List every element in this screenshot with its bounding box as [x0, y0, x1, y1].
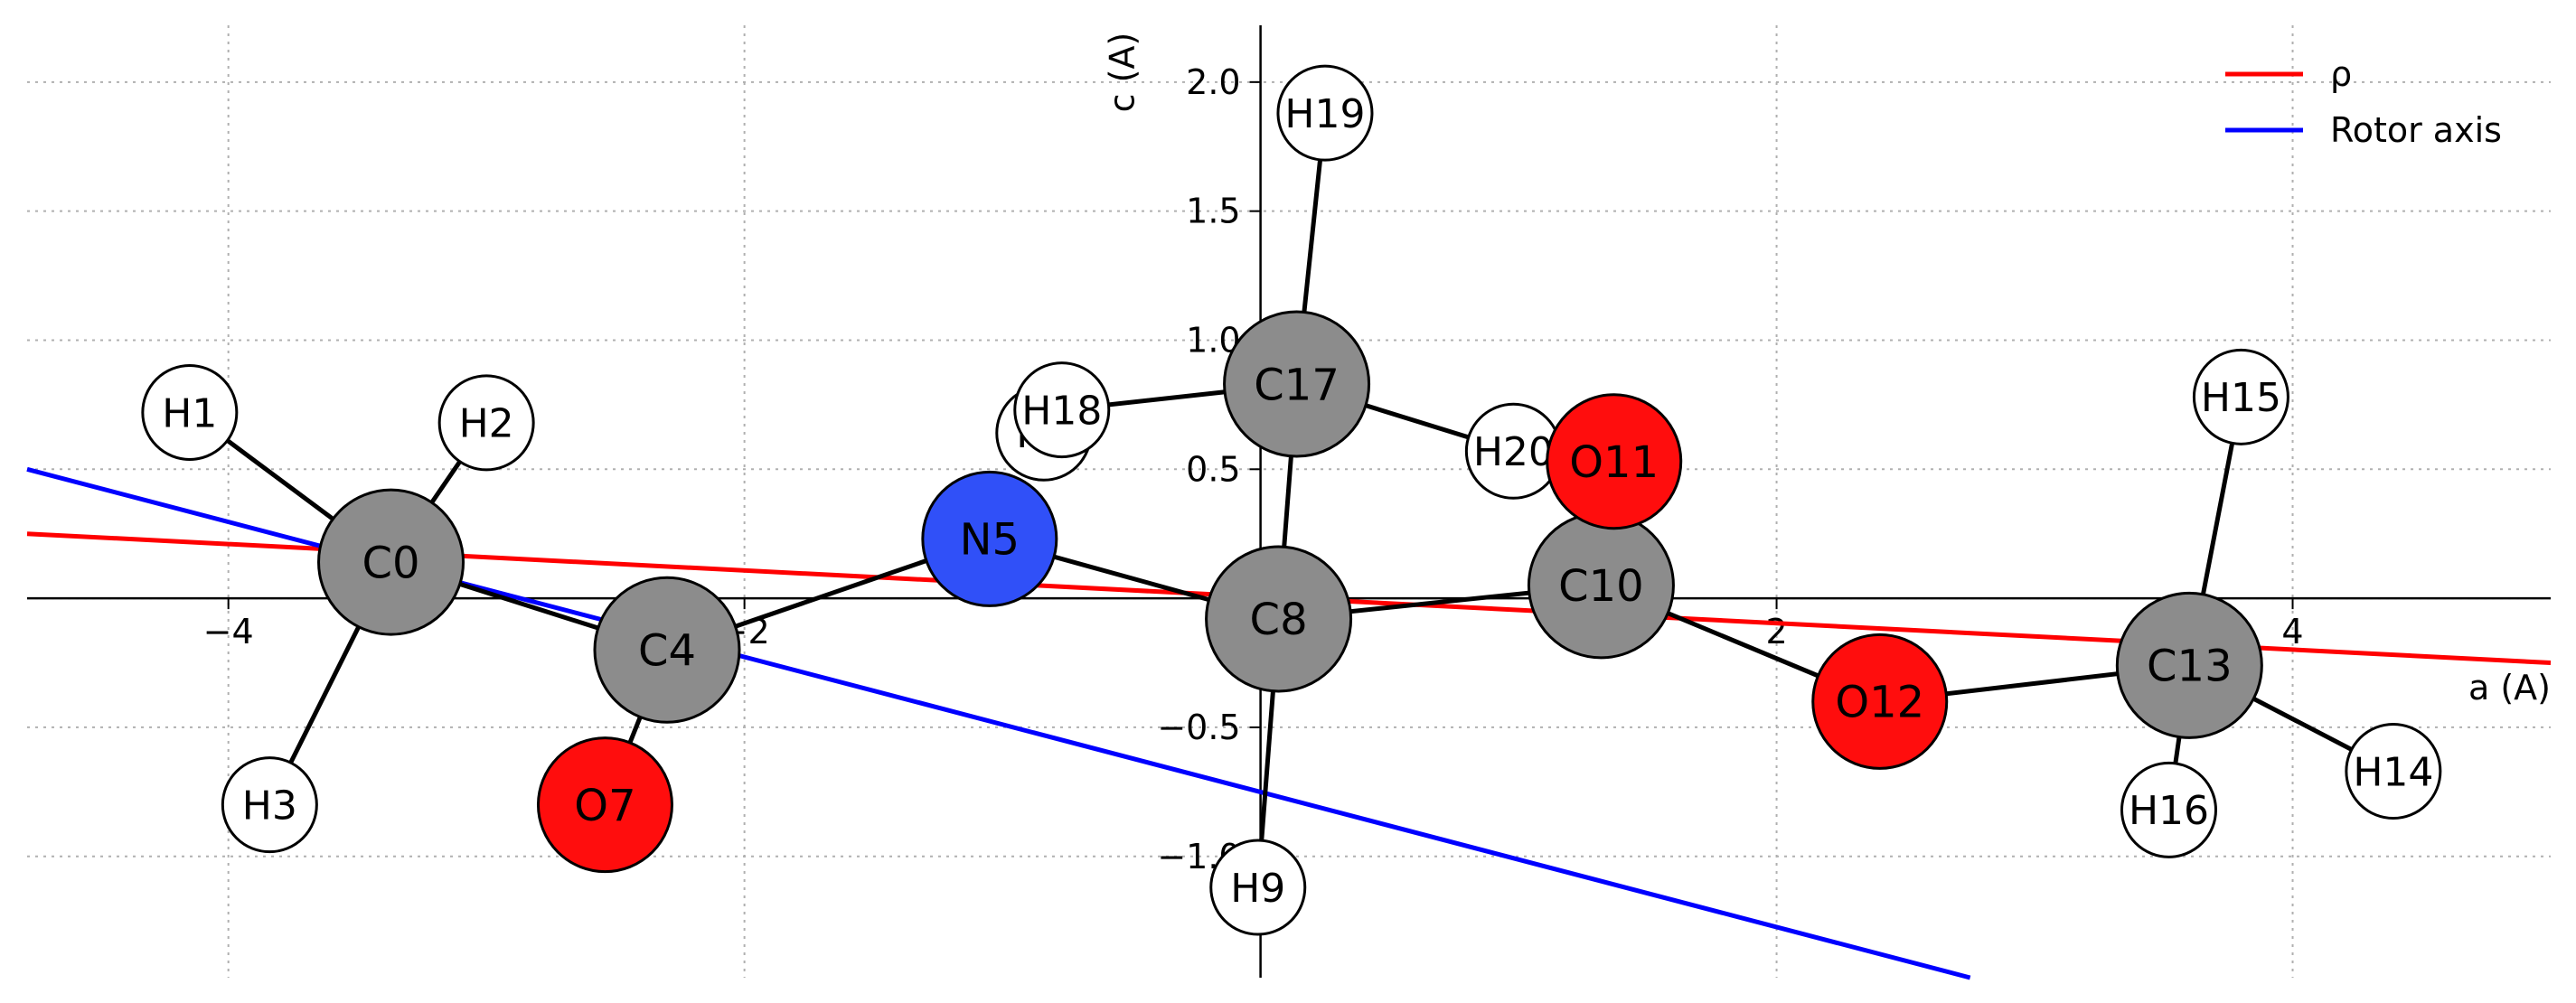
atom-label: H1	[162, 390, 217, 436]
atom-label: C8	[1250, 595, 1308, 645]
atom-h9	[1209, 839, 1307, 936]
atom-n5	[921, 470, 1058, 607]
atom-label: H18	[1021, 388, 1102, 434]
y-tick-label: −0.5	[1157, 708, 1240, 747]
atom-h15	[2192, 348, 2289, 445]
x-axis-label: a (A)	[2468, 668, 2551, 708]
legend-label: Rotor axis	[2330, 110, 2502, 150]
atom-c17	[1223, 310, 1371, 458]
atom-label: N5	[960, 515, 1020, 566]
atom-o7	[536, 736, 673, 874]
legend: ρ Rotor axis	[2225, 54, 2502, 150]
atom-label: H16	[2129, 788, 2209, 834]
x-tick-label: −4	[203, 612, 254, 651]
atom-label: H3	[242, 783, 297, 829]
atom-label: C10	[1558, 561, 1644, 612]
legend-label: ρ	[2330, 54, 2352, 94]
atom-h1	[141, 363, 239, 461]
y-tick-label: 1.5	[1186, 192, 1240, 231]
atom-label: O7	[574, 781, 635, 831]
y-tick-label: 2.0	[1186, 62, 1240, 102]
atom-label: C13	[2147, 642, 2233, 692]
y-tick-label: 0.5	[1186, 449, 1240, 489]
atom-h18	[1013, 361, 1111, 459]
atom-label: H2	[459, 401, 514, 447]
atom-label: O12	[1835, 678, 1924, 728]
atom-label: H14	[2353, 749, 2433, 795]
atom-label: C4	[638, 626, 696, 677]
atom-label: H15	[2201, 375, 2281, 421]
atoms: H1H2H3H6H9H14H15H16H18H19H20C0C4N5O7C8C1…	[141, 64, 2442, 936]
atom-label: H9	[1230, 866, 1285, 912]
atom-o12	[1811, 633, 1949, 770]
atom-c8	[1205, 545, 1353, 693]
atom-label: H19	[1284, 91, 1365, 137]
atom-c4	[593, 576, 741, 724]
atom-h3	[221, 756, 318, 854]
atom-label: C17	[1254, 360, 1340, 410]
atom-label: O11	[1569, 437, 1659, 488]
atom-c0	[317, 488, 465, 636]
y-axis-label: c (A)	[1103, 33, 1142, 113]
atom-label: C0	[362, 538, 419, 588]
bonds	[187, 110, 2396, 890]
atom-c13	[2115, 591, 2263, 739]
atom-h16	[2120, 761, 2217, 858]
atom-label: H20	[1473, 429, 1554, 475]
atom-h19	[1276, 64, 1374, 162]
atom-h2	[437, 374, 535, 472]
atom-h14	[2345, 722, 2442, 820]
atom-o11	[1546, 393, 1683, 530]
x-tick-label: 4	[2281, 612, 2303, 651]
x-tick-label: 2	[1765, 612, 1787, 651]
